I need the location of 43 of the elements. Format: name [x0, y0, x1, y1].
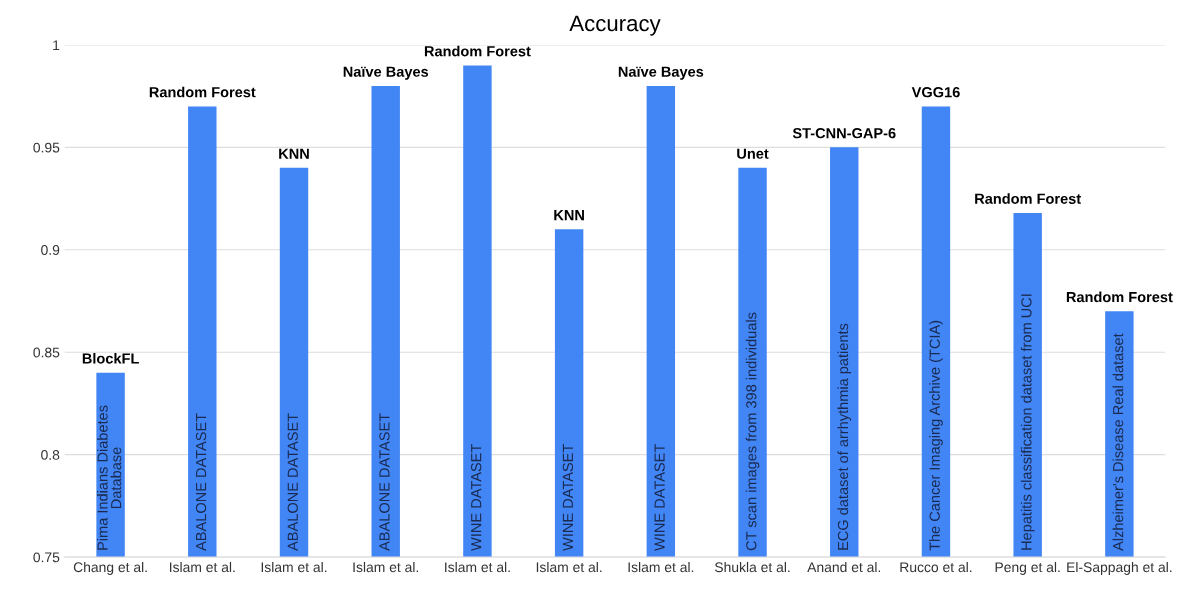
annotation: ABALONE DATASET — [195, 413, 207, 551]
x-tick-label: Islam et al. — [261, 561, 327, 573]
annotation: ABALONE DATASET — [287, 413, 298, 551]
y-tick-label: 0.9 — [41, 245, 60, 255]
chart-title: Accuracy — [569, 15, 661, 36]
x-tick-label: Islam et al. — [353, 561, 419, 573]
annotation: ECG dataset of arrhythmia patients — [837, 323, 852, 550]
x-tick-label: El-Sappagh et al. — [1067, 561, 1172, 575]
data-label: VGG16 — [911, 87, 960, 98]
annotation: Hepatitis classification dataset from UCI — [1020, 294, 1035, 550]
data-label: ST-CNN-GAP-6 — [792, 128, 896, 139]
x-tick-label: Islam et al. — [445, 561, 510, 573]
y-tick-label: 0.8 — [41, 449, 60, 460]
data-label: Unet — [737, 148, 769, 159]
data-label: Random Forest — [975, 193, 1081, 204]
annotation: The Cancer Imaging Archive (TCIA) — [929, 320, 943, 551]
x-tick-label: Islam et al. — [536, 561, 602, 573]
data-label: Naïve Bayes — [618, 66, 704, 80]
y-tick-label: 0.75 — [33, 552, 60, 563]
y-tick-label: 1 — [53, 40, 60, 50]
data-label: Naïve Bayes — [343, 66, 429, 80]
data-label: Random Forest — [149, 86, 256, 98]
annotation: Alzheimer's Disease Real dataset — [1112, 333, 1124, 551]
annotation: WINE DATASET — [654, 444, 665, 551]
data-label: Random Forest — [1066, 291, 1173, 303]
data-label: BlockFL — [82, 352, 139, 364]
annotation: CT scan images from 398 individuals — [745, 312, 760, 551]
annotation: Pima Indians Diabetes Database — [96, 405, 122, 550]
x-tick-label: Rucco et al. — [900, 561, 972, 573]
annotation: ABALONE DATASET — [379, 413, 390, 551]
x-tick-label: Shukla et al. — [714, 561, 790, 573]
x-tick-label: Chang et al. — [73, 561, 147, 575]
y-tick-label: 0.85 — [33, 347, 60, 358]
annotation: WINE DATASET — [471, 444, 482, 551]
y-tick-label: 0.95 — [33, 142, 60, 153]
data-label: KNN — [279, 148, 309, 159]
x-tick-label: Anand et al. — [807, 561, 881, 573]
x-tick-label: Islam et al. — [628, 561, 694, 573]
data-label: Random Forest — [424, 45, 531, 57]
x-tick-label: Islam et al. — [170, 561, 235, 573]
data-label: KNN — [554, 210, 584, 221]
x-tick-label: Peng et al. — [995, 561, 1060, 575]
annotation: WINE DATASET — [562, 444, 574, 551]
